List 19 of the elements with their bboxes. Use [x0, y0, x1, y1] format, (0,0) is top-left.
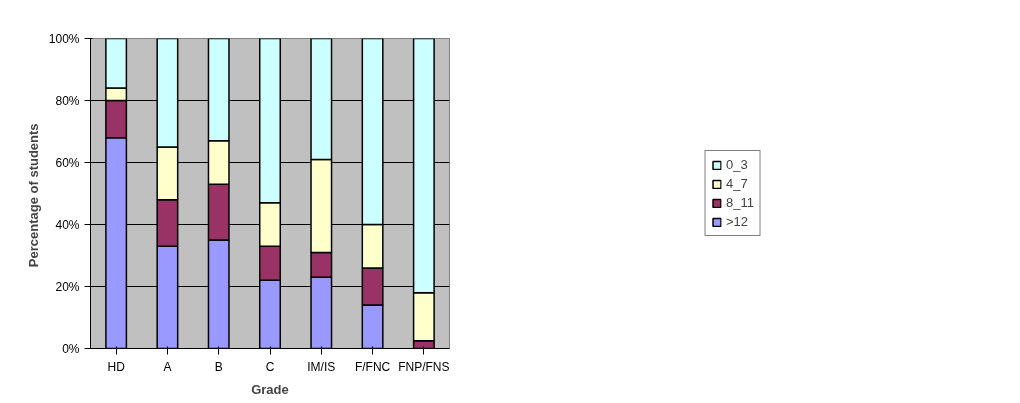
y-tick-label: 80% [55, 93, 80, 108]
legend-label: >12 [726, 214, 749, 229]
x-tick-label: B [214, 359, 223, 374]
legend-label: 4_7 [726, 176, 748, 191]
x-tick-label: HD [107, 359, 126, 374]
y-tick-label: 20% [55, 279, 80, 294]
x-tick-label: F/FNC [354, 359, 391, 374]
legend-label: 0_3 [726, 157, 748, 172]
x-tick-label: IM/IS [307, 359, 336, 374]
y-tick-label: 60% [55, 155, 80, 170]
x-tick-label: A [163, 359, 172, 374]
x-axis-title: Grade [251, 381, 289, 397]
y-axis-title: Percentage of students [25, 123, 41, 268]
y-tick-label: 0% [62, 341, 80, 356]
y-tick-label: 40% [55, 217, 80, 232]
x-tick-label: C [265, 359, 275, 374]
y-tick-label: 100% [48, 31, 80, 46]
legend-label: 8_11 [726, 195, 754, 210]
x-tick-label: FNP/FNS [398, 359, 450, 374]
